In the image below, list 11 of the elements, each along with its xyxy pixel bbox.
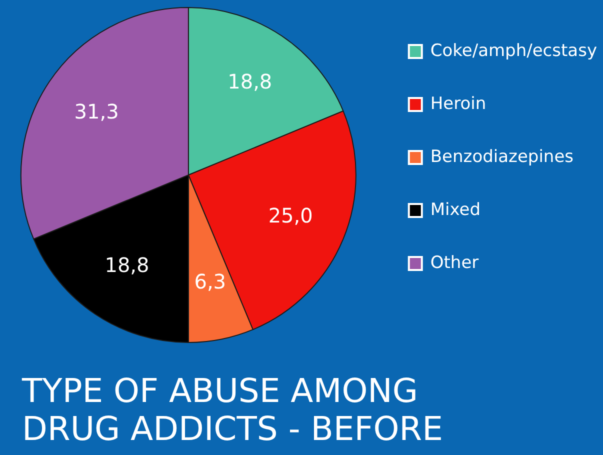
legend-label: Coke/amph/ecstasy — [430, 40, 598, 61]
legend-label: Other — [430, 252, 479, 273]
data-label: 18,8 — [104, 253, 150, 278]
text: TYPE OF ABUSE AMONG DRUG ADDICTS - BEFORE — [22, 371, 444, 448]
data-label: 18,8 — [228, 69, 272, 94]
data-label: 31,3 — [74, 100, 119, 124]
legend-label: Heroin — [430, 94, 486, 114]
data-label: 25,0 — [268, 203, 313, 228]
legend-label: Mixed — [430, 200, 481, 220]
legend-label: Benzodiazepines — [430, 146, 574, 167]
data-label: 6,3 — [194, 270, 226, 294]
